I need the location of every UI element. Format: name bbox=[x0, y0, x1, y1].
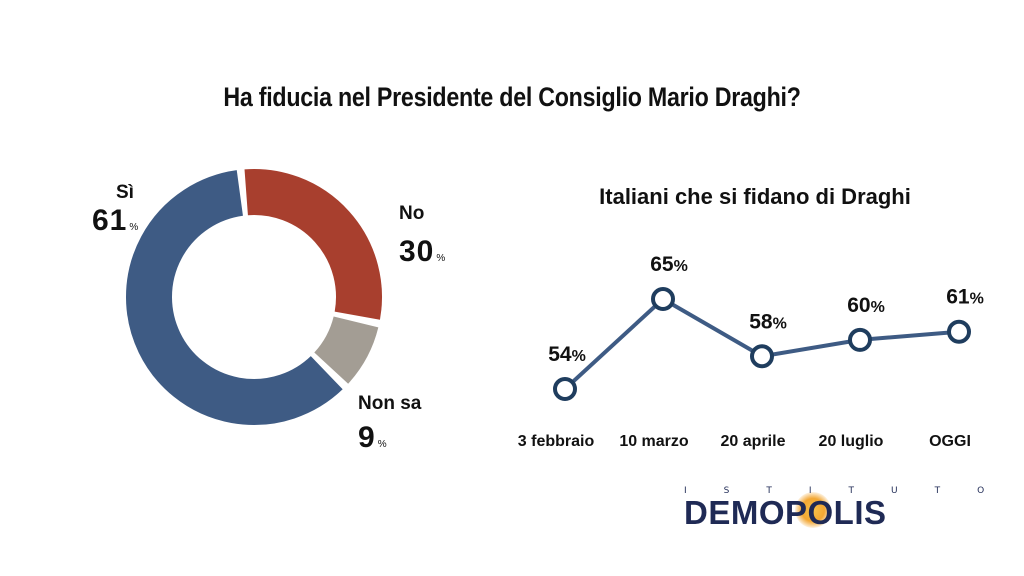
data-label: 60% bbox=[847, 294, 885, 317]
x-tick-label: 20 aprile bbox=[721, 433, 786, 450]
x-tick-label: 10 marzo bbox=[619, 433, 689, 450]
data-point bbox=[553, 377, 577, 401]
slice-si bbox=[126, 170, 343, 425]
slice-name-si: Sì bbox=[116, 182, 134, 203]
slice-label-no: No 30% bbox=[399, 203, 445, 269]
slice-name-nonsa: Non sa bbox=[358, 393, 422, 414]
slice-unit-no: % bbox=[436, 253, 446, 264]
slice-value-no: 30 bbox=[399, 235, 435, 268]
x-tick-label: 3 febbraio bbox=[518, 433, 595, 450]
slice-label-nonsa: Non sa 9% bbox=[358, 393, 421, 455]
slice-value-nonsa: 9 bbox=[358, 421, 376, 454]
slice-name-no: No bbox=[399, 203, 425, 224]
data-point bbox=[651, 287, 675, 311]
data-label: 54% bbox=[548, 343, 586, 366]
slice-no bbox=[244, 169, 382, 320]
data-label: 61% bbox=[946, 286, 984, 309]
data-point bbox=[750, 344, 774, 369]
line-chart-title: Italiani che si fidano di Draghi bbox=[599, 184, 911, 209]
demopolis-logo: ISTITUTO DEMOPOLIS bbox=[684, 486, 1022, 532]
data-label: 58% bbox=[749, 310, 787, 333]
data-point bbox=[947, 319, 971, 344]
data-point bbox=[848, 327, 872, 352]
slice-value-si: 61 bbox=[92, 204, 128, 237]
logo-glow bbox=[795, 492, 831, 528]
slice-unit-nonsa: % bbox=[377, 439, 387, 450]
page-title: Ha fiducia nel Presidente del Consiglio … bbox=[223, 82, 801, 112]
data-label: 65% bbox=[650, 253, 688, 276]
x-tick-label: 20 luglio bbox=[819, 433, 884, 450]
slice-label-si: Sì 61% bbox=[92, 182, 138, 238]
logo-main-text: DEMOPOLIS bbox=[684, 494, 887, 531]
x-tick-label: OGGI bbox=[929, 433, 971, 450]
slice-unit-si: % bbox=[129, 222, 139, 233]
slice-nonsa bbox=[313, 315, 379, 384]
logo-top-text: ISTITUTO bbox=[684, 486, 1022, 496]
